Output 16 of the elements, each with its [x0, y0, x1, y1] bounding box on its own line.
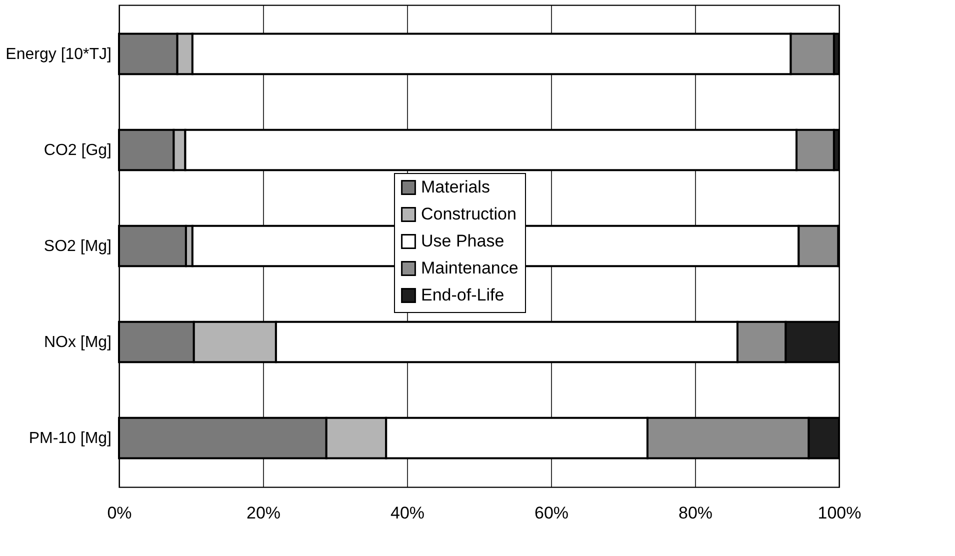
- x-tick-label: 20%: [246, 504, 281, 522]
- x-tick-label: 60%: [534, 504, 569, 522]
- x-tick-label: 40%: [390, 504, 425, 522]
- y-tick-label: Energy [10*TJ]: [6, 46, 112, 63]
- y-tick-label: NOx [Mg]: [44, 334, 112, 352]
- legend-label: Maintenance: [421, 258, 518, 278]
- x-tick-label: 0%: [107, 504, 132, 522]
- legend-label: Materials: [421, 178, 490, 196]
- y-tick-label: PM-10 [Mg]: [28, 430, 112, 448]
- legend-label: Construction: [421, 204, 516, 224]
- legend-label: Use Phase: [421, 232, 504, 250]
- y-tick-label: CO2 [Gg]: [44, 142, 112, 159]
- x-tick-label: 100%: [818, 504, 862, 522]
- legend-label: End-of-Life: [421, 286, 504, 304]
- y-tick-label: SO2 [Mg]: [44, 238, 112, 255]
- x-tick-label: 80%: [678, 504, 713, 522]
